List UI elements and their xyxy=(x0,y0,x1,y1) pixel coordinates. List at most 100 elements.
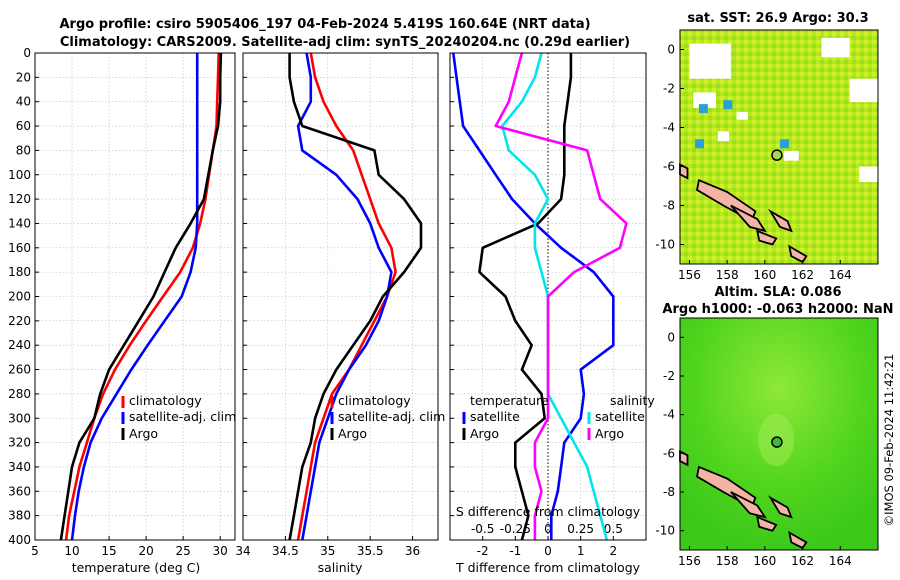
y-tick-label: 20 xyxy=(16,70,31,84)
plot-frame xyxy=(242,52,439,541)
series-t-argo xyxy=(478,53,573,541)
map-y-tick-label: -10 xyxy=(655,238,675,252)
legend-s-argo: Argo xyxy=(595,426,624,441)
x-tick-label: 15 xyxy=(101,544,116,558)
sst-map: 156 158 160 162 164 0 -2 -4 -6 -8 -10 xyxy=(655,29,879,282)
y-tick-label: 80 xyxy=(16,143,31,157)
map-x-tick-label: 156 xyxy=(678,268,701,282)
x-tick-label: 10 xyxy=(64,544,79,558)
x-tick-label: 34 xyxy=(235,544,250,558)
map-y-tick-label: -4 xyxy=(663,121,675,135)
map-x-tick-label: 158 xyxy=(716,554,739,568)
legend-argo: Argo xyxy=(338,426,367,441)
sla-map-subtitle: Argo h1000: -0.063 h2000: NaN xyxy=(662,302,893,317)
series-t-satellite xyxy=(452,52,615,540)
y-tick-label: 160 xyxy=(8,241,31,255)
series-satellite-adj-clim xyxy=(296,52,393,541)
diff-top-xlabel: S difference from climatology xyxy=(456,504,641,519)
y-tick-label: 60 xyxy=(16,119,31,133)
cool-patch xyxy=(698,104,708,114)
x-tick-label: -1 xyxy=(509,544,521,558)
x-tick-label: 20 xyxy=(138,544,153,558)
diff-xlabel: T difference from climatology xyxy=(455,560,641,575)
map-x-tick-label: 160 xyxy=(753,268,776,282)
y-tick-label: 300 xyxy=(8,411,31,425)
series-s-argo xyxy=(494,52,628,540)
missing-data-patch xyxy=(717,131,730,142)
argo-float-marker xyxy=(771,149,783,161)
top-x-tick-label: -0.5 xyxy=(471,522,494,536)
land-island xyxy=(730,491,767,519)
cool-patch xyxy=(723,100,733,110)
map-y-tick-label: 0 xyxy=(667,43,675,57)
y-tick-label: 320 xyxy=(8,436,31,450)
legend-argo: Argo xyxy=(129,426,158,441)
sla-map: 156 158 160 162 164 0 -2 -4 -6 -8 -10 xyxy=(655,317,879,568)
y-tick-label: 220 xyxy=(8,314,31,328)
map-y-tick-label: -2 xyxy=(663,82,675,96)
cool-patch xyxy=(779,139,789,149)
y-tick-label: 40 xyxy=(16,95,31,109)
map-x-tick-label: 164 xyxy=(829,268,852,282)
cool-patch xyxy=(695,139,705,149)
map-y-tick-label: -8 xyxy=(663,199,675,213)
y-tick-label: 340 xyxy=(8,460,31,474)
difference-panel: -2 -1 0 1 2-0.5 -0.25 0 0.25 0.5 xyxy=(449,52,647,558)
legend-climatology: climatology xyxy=(129,393,202,408)
y-tick-label: 140 xyxy=(8,216,31,230)
x-tick-label: 5 xyxy=(31,544,39,558)
legend-t-argo: Argo xyxy=(470,426,499,441)
x-tick-label: 1 xyxy=(577,544,585,558)
salinity-xlabel: salinity xyxy=(318,560,363,575)
y-tick-label: 400 xyxy=(8,533,31,547)
map-y-tick-label: -6 xyxy=(663,160,675,174)
map-y-tick-label: -2 xyxy=(663,369,675,383)
y-tick-label: 100 xyxy=(8,168,31,182)
x-tick-label: 34.5 xyxy=(272,544,299,558)
missing-data-patch xyxy=(849,78,878,103)
land-island xyxy=(756,515,778,532)
map-x-tick-label: 162 xyxy=(791,268,814,282)
map-y-tick-label: -4 xyxy=(663,408,675,422)
legend-satellite: satellite-adj. clim xyxy=(338,409,445,424)
x-tick-label: 35.5 xyxy=(357,544,384,558)
argo-float-marker xyxy=(771,436,783,448)
x-tick-label: 36 xyxy=(405,544,420,558)
map-frame xyxy=(679,29,879,265)
map-x-tick-label: 160 xyxy=(753,554,776,568)
salinity-legend: climatology satellite-adj. clim Argo xyxy=(330,393,445,441)
map-x-tick-label: 156 xyxy=(678,554,701,568)
x-tick-label: 0 xyxy=(544,544,552,558)
map-y-tick-label: -8 xyxy=(663,485,675,499)
top-x-tick-label: 0.5 xyxy=(604,522,623,536)
map-y-tick-label: 0 xyxy=(667,330,675,344)
sla-map-title: Altim. SLA: 0.086 xyxy=(715,285,842,300)
plot-frame xyxy=(449,52,647,541)
y-tick-label: 0 xyxy=(23,46,31,60)
map-x-tick-label: 162 xyxy=(791,554,814,568)
x-tick-label: 25 xyxy=(176,544,191,558)
legend-salinity-title: salinity xyxy=(610,393,655,408)
plot-frame xyxy=(34,52,236,541)
series-satellite-adj-clim xyxy=(70,53,199,541)
copyright: ©IMOS 09-Feb-2024 11:42:21 xyxy=(882,354,896,527)
missing-data-patch xyxy=(859,166,878,183)
legend-s-satellite: satellite xyxy=(595,409,645,424)
y-tick-label: 260 xyxy=(8,363,31,377)
y-tick-label: 180 xyxy=(8,265,31,279)
series-argo xyxy=(288,53,423,541)
map-x-tick-label: 158 xyxy=(716,268,739,282)
map-x-tick-label: 164 xyxy=(829,554,852,568)
missing-data-patch xyxy=(736,111,748,120)
temperature-panel: 0 20 40 60 80 100 120 140 160 180 200 220 240 260 280 3… xyxy=(8,46,236,558)
y-tick-label: 380 xyxy=(8,509,31,523)
missing-data-patch xyxy=(689,43,731,79)
header-line2: Climatology: CARS2009. Satellite-adj cli… xyxy=(60,35,630,50)
temperature-xlabel: temperature (deg C) xyxy=(72,560,201,575)
salinity-panel: 34 34.5 35 35.5 36 xyxy=(235,52,439,558)
x-tick-label: 35 xyxy=(320,544,335,558)
top-x-tick-label: 0.25 xyxy=(567,522,594,536)
difference-legend: temperature salinity satellite Argo sate… xyxy=(462,393,655,441)
land-island xyxy=(730,204,767,233)
header-line1: Argo profile: csiro 5905406_197 04-Feb-2… xyxy=(59,17,590,32)
